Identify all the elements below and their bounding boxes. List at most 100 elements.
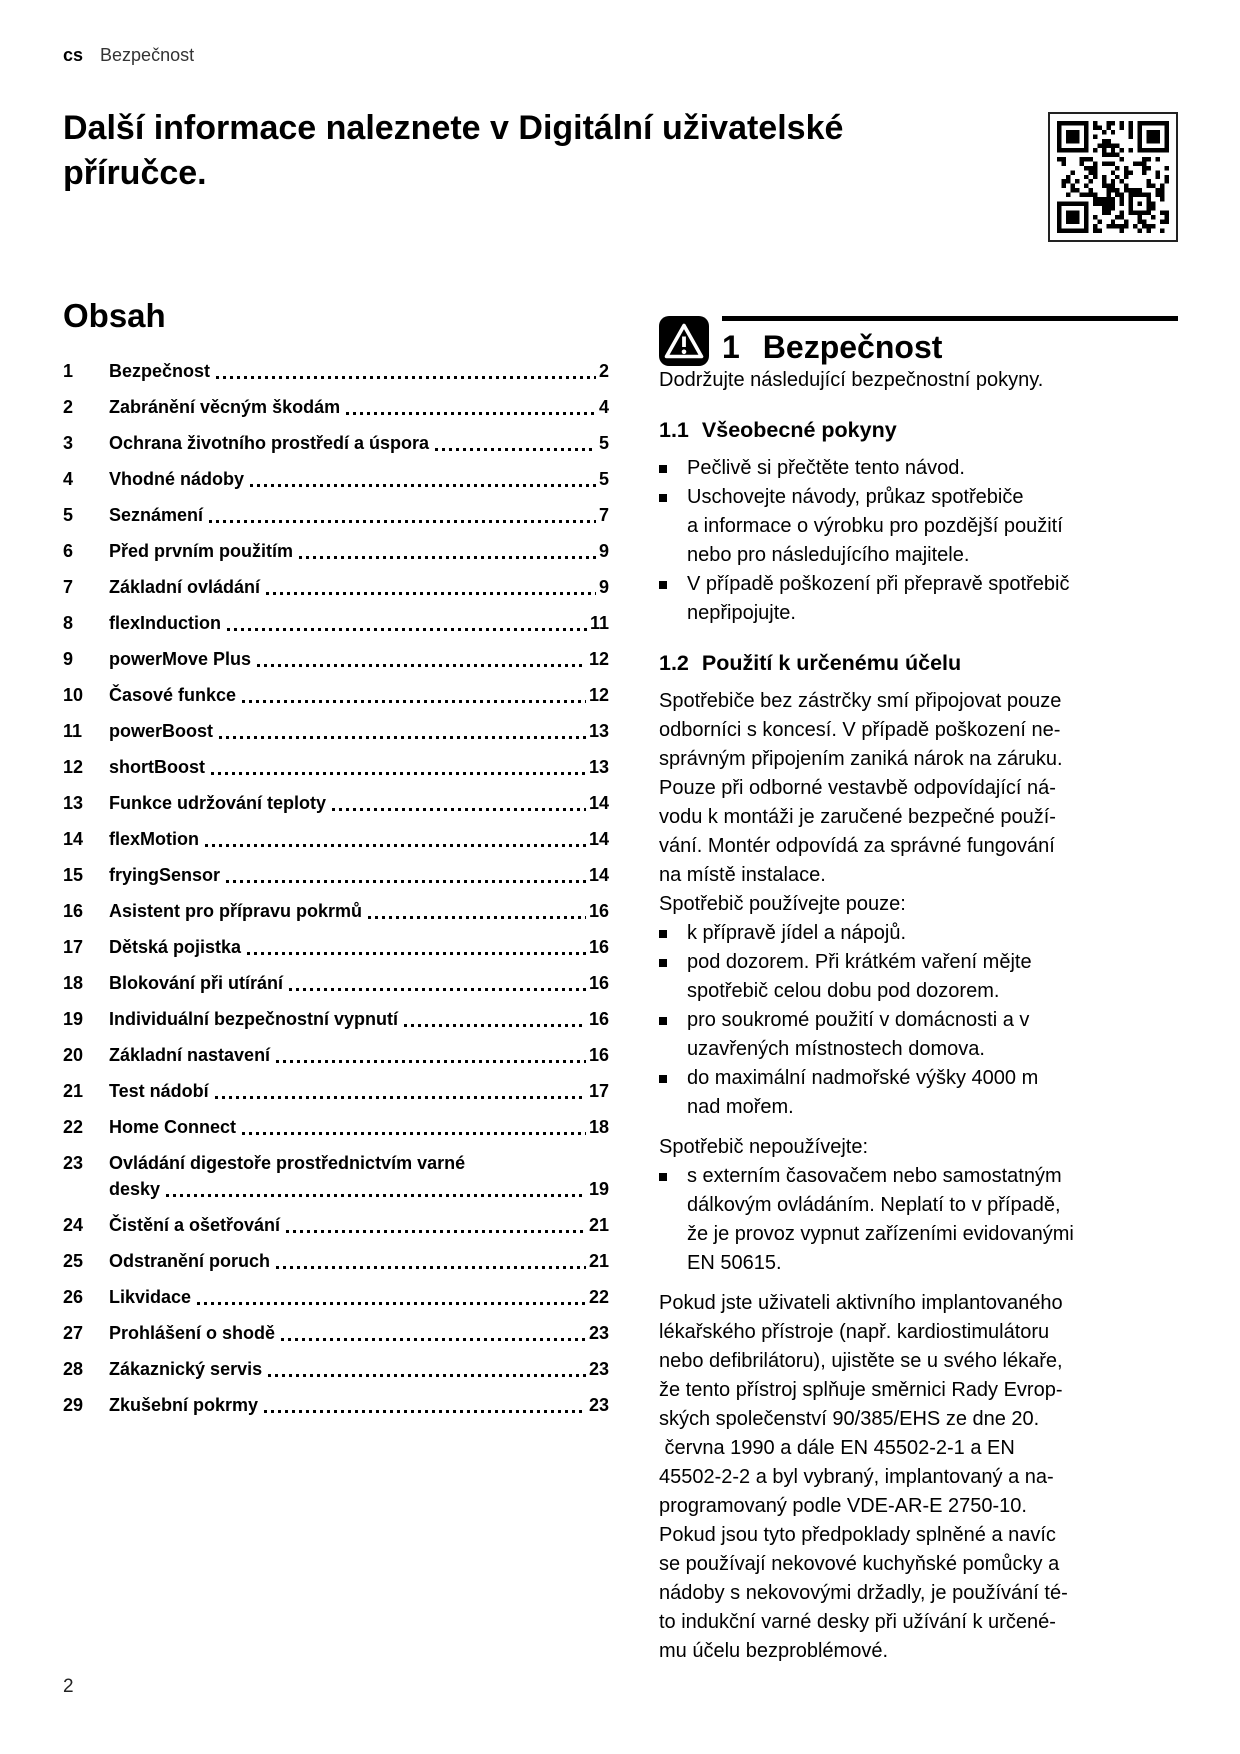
toc-page-number: 16	[588, 973, 609, 993]
toc-entry-body: Ochrana životního prostředí a úspora 5	[109, 430, 609, 456]
toc-item[interactable]: 16 Asistent pro přípravu pokrmů 16	[63, 898, 609, 924]
toc-item[interactable]: 22 Home Connect 18	[63, 1114, 609, 1140]
toc-item[interactable]: 28 Zákaznický servis 23	[63, 1356, 609, 1382]
toc-entry-body: Časové funkce 12	[109, 682, 609, 708]
bullet-square-icon	[659, 959, 667, 967]
toc-item[interactable]: 4 Vhodné nádoby 5	[63, 466, 609, 492]
toc-entry-title: Likvidace	[109, 1287, 192, 1307]
toc-entry-title: Zabránění věcným škodám	[109, 397, 341, 417]
toc-entry-body: Funkce udržování teploty 14	[109, 790, 609, 816]
toc-item[interactable]: 11 powerBoost 13	[63, 718, 609, 744]
toc-item[interactable]: 20 Základní nastavení 16	[63, 1042, 609, 1068]
bullet-square-icon	[659, 465, 667, 473]
toc-item[interactable]: 14 flexMotion 14	[63, 826, 609, 852]
toc-item[interactable]: 8 flexInduction 11	[63, 610, 609, 636]
toc-dot-leader	[216, 376, 596, 379]
toc-chapter-number: 1	[63, 361, 74, 381]
toc-page-number: 7	[598, 505, 609, 525]
language-tag: cs	[63, 45, 84, 65]
toc-item[interactable]: 17 Dětská pojistka 16	[63, 934, 609, 960]
toc-entry-title: Časové funkce	[109, 685, 237, 705]
toc-page-number: 9	[598, 577, 609, 597]
toc-item[interactable]: 27 Prohlášení o shodě 23	[63, 1320, 609, 1346]
toc-item[interactable]: 19 Individuální bezpečnostní vypnutí 16	[63, 1006, 609, 1032]
toc-page-number: 5	[598, 433, 609, 453]
toc-item[interactable]: 15 fryingSensor 14	[63, 862, 609, 888]
toc-page-number: 12	[588, 649, 609, 669]
toc-dot-leader	[266, 592, 596, 595]
toc-entry-title: Ovládání digestoře prostřednictvím varné	[109, 1153, 466, 1173]
toc-item[interactable]: 23 Ovládání digestoře prostřednictvím var…	[63, 1150, 609, 1202]
toc-entry-title: Home Connect	[109, 1117, 237, 1137]
toc-chapter-number: 25	[63, 1251, 84, 1271]
toc-item[interactable]: 25 Odstranění poruch 21	[63, 1248, 609, 1274]
toc-page-number: 19	[588, 1179, 609, 1199]
toc-item[interactable]: 12 shortBoost 13	[63, 754, 609, 780]
toc-list: 1 Bezpečnost 2 2 Zabránění věcným škodám 4 3 Oc…	[63, 358, 609, 1418]
toc-entry-title: Zkušební pokrmy	[109, 1395, 259, 1415]
toc-entry-title: Bezpečnost	[109, 361, 211, 381]
toc-item[interactable]: 7 Základní ovládání 9	[63, 574, 609, 600]
chapter-section: 1.1 Všeobecné pokyny Pečlivě si přečtěte t…	[659, 417, 1178, 628]
toc-page-number: 22	[588, 1287, 609, 1307]
toc-item[interactable]: 5 Seznámení 7	[63, 502, 609, 528]
toc-item[interactable]: 26 Likvidace 22	[63, 1284, 609, 1310]
bullet-list: k přípravě jídel a nápojů. pod dozorem. P…	[659, 919, 1178, 1122]
toc-page-number: 16	[588, 1009, 609, 1029]
toc-page-number: 16	[588, 937, 609, 957]
toc-item[interactable]: 21 Test nádobí 17	[63, 1078, 609, 1104]
toc-chapter-number: 24	[63, 1215, 84, 1235]
toc-dot-leader	[257, 664, 586, 667]
toc-entry-title: Dětská pojistka	[109, 937, 242, 957]
toc-item[interactable]: 10 Časové funkce 12	[63, 682, 609, 708]
toc-page-number: 14	[588, 793, 609, 813]
chapter-section: 1.2 Použití k určenému účelu Spotřebiče be…	[659, 650, 1178, 1666]
toc-entry-title: Základní ovládání	[109, 577, 261, 597]
toc-page-number: 17	[588, 1081, 609, 1101]
bullet-item: pod dozorem. Při krátkém vaření mějte sp…	[659, 948, 1178, 1006]
toc-entry-title: Základní nastavení	[109, 1045, 271, 1065]
toc-page-number: 12	[588, 685, 609, 705]
toc-item[interactable]: 13 Funkce udržování teploty 14	[63, 790, 609, 816]
paragraph: Pokud jste uživateli aktivního implantov…	[659, 1292, 1068, 1662]
toc-item[interactable]: 9 powerMove Plus 12	[63, 646, 609, 672]
toc-entry-body: Blokování při utírání 16	[109, 970, 609, 996]
toc-item[interactable]: 24 Čistění a ošetřování 21	[63, 1212, 609, 1238]
toc-dot-leader	[276, 1266, 586, 1269]
toc-item[interactable]: 29 Zkušební pokrmy 23	[63, 1392, 609, 1418]
toc-entry-body: Individuální bezpečnostní vypnutí 16	[109, 1006, 609, 1032]
toc-entry-body: powerMove Plus 12	[109, 646, 609, 672]
toc-chapter-number: 14	[63, 829, 84, 849]
toc-entry-body: Čistění a ošetřování 21	[109, 1212, 609, 1238]
toc-entry-title: fryingSensor	[109, 865, 221, 885]
toc-item[interactable]: 1 Bezpečnost 2	[63, 358, 609, 384]
toc-entry-body: Vhodné nádoby 5	[109, 466, 609, 492]
intro-row: Další informace naleznete v Digitální už…	[63, 106, 1178, 242]
toc-page-number: 21	[588, 1251, 609, 1271]
bullet-square-icon	[659, 494, 667, 502]
bullet-text: V případě poškození při přepravě spotřeb…	[687, 573, 1070, 624]
toc-item[interactable]: 2 Zabránění věcným škodám 4	[63, 394, 609, 420]
toc-entry-title: shortBoost	[109, 757, 205, 777]
section-heading: 1.1 Všeobecné pokyny	[659, 417, 1178, 443]
toc-entry-title: powerBoost	[109, 721, 214, 741]
toc-dot-leader	[332, 808, 586, 811]
toc-entry-body: Zkušební pokrmy 23	[109, 1392, 609, 1418]
toc-item[interactable]: 3 Ochrana životního prostředí a úspora 5	[63, 430, 609, 456]
qr-code	[1048, 112, 1178, 242]
toc-entry-title: Blokování při utírání	[109, 973, 284, 993]
toc-item[interactable]: 18 Blokování při utírání 16	[63, 970, 609, 996]
toc-dot-leader	[242, 700, 586, 703]
toc-item[interactable]: 6 Před prvním použitím 9	[63, 538, 609, 564]
toc-chapter-number: 15	[63, 865, 84, 885]
toc-chapter-number: 11	[63, 721, 83, 741]
toc-entry-title: Funkce udržování teploty	[109, 793, 327, 813]
toc-dot-leader	[404, 1024, 586, 1027]
toc-page-number: 11	[589, 613, 609, 633]
bullet-item: do maximální nadmořské výšky 4000 m nad …	[659, 1064, 1178, 1122]
bullet-item: V případě poškození při přepravě spotřeb…	[659, 570, 1178, 628]
toc-entry-body: flexInduction 11	[109, 610, 609, 636]
toc-dot-leader	[250, 484, 596, 487]
toc-entry-title: Před prvním použitím	[109, 541, 294, 561]
bullet-item: pro soukromé použití v domácnosti a v uz…	[659, 1006, 1178, 1064]
